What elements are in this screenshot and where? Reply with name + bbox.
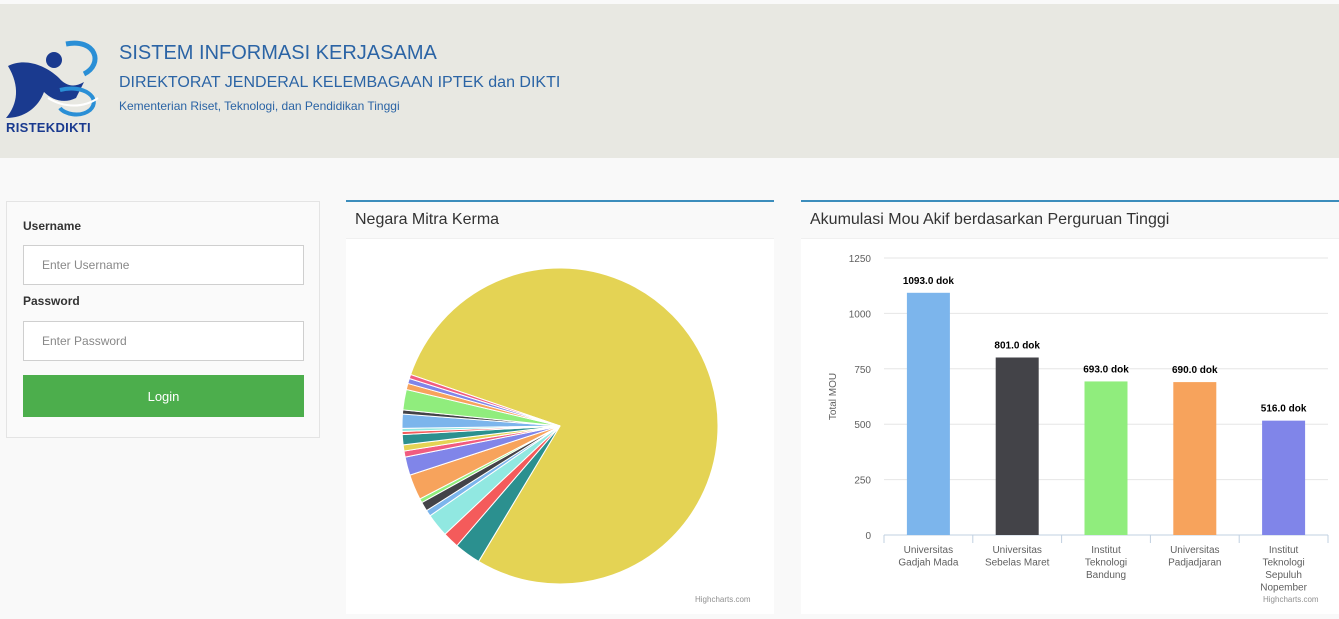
y-axis-title: Total MOU (828, 373, 839, 420)
x-category-label: Universitas (1170, 545, 1219, 556)
x-category-label: Institut (1269, 545, 1299, 556)
y-tick-label: 0 (865, 531, 871, 542)
bar-5[interactable] (1262, 420, 1306, 535)
pie-chart-title: Negara Mitra Kerma (346, 202, 774, 239)
y-tick-label: 250 (854, 476, 871, 487)
username-input[interactable] (23, 245, 304, 285)
password-label: Password (23, 294, 80, 308)
x-category-label: Gadjah Mada (898, 558, 958, 569)
bar-data-label: 1093.0 dok (903, 276, 955, 287)
x-category-label: Universitas (992, 545, 1041, 556)
logo-text: RISTEKDIKTI (6, 120, 91, 135)
x-category-label: Universitas (904, 545, 953, 556)
app-title: SISTEM INFORMASI KERJASAMA (119, 42, 437, 64)
bar-data-label: 690.0 dok (1172, 365, 1218, 376)
x-category-label: Bandung (1086, 570, 1126, 581)
x-category-label: Sebelas Maret (985, 558, 1050, 569)
bar-chart-credit[interactable]: Highcharts.com (1263, 595, 1319, 604)
bar-1[interactable] (906, 292, 950, 535)
y-tick-label: 500 (854, 420, 871, 431)
bar-data-label: 516.0 dok (1261, 404, 1307, 415)
x-category-label: Teknologi (1085, 558, 1127, 569)
y-tick-label: 1250 (849, 254, 872, 265)
bar-chart-panel: Akumulasi Mou Akif berdasarkan Perguruan… (801, 200, 1339, 614)
pie-chart-credit[interactable]: Highcharts.com (695, 595, 751, 604)
login-form: Username Password Login (6, 201, 320, 438)
ristekdikti-logo-icon (6, 40, 99, 118)
y-tick-label: 750 (854, 365, 871, 376)
pie-chart-panel: Negara Mitra Kerma Highcharts.com (346, 200, 774, 614)
bar-3[interactable] (1084, 381, 1128, 535)
x-category-label: Teknologi (1262, 558, 1304, 569)
bar-data-label: 693.0 dok (1083, 364, 1129, 375)
ministry-name: Kementerian Riset, Teknologi, dan Pendid… (119, 99, 400, 113)
bar-chart-title: Akumulasi Mou Akif berdasarkan Perguruan… (801, 202, 1339, 239)
bar-chart: 0 250 500 750 1000 1250 Total MOU 1093.0 dok Uni… (828, 254, 1329, 594)
x-category-label: Padjadjaran (1168, 558, 1221, 569)
pie-slice-1[interactable] (409, 267, 719, 585)
username-label: Username (23, 219, 82, 233)
x-category-label: Institut (1091, 545, 1121, 556)
pie-chart (401, 267, 719, 585)
app-subtitle: DIREKTORAT JENDERAL KELEMBAGAAN IPTEK da… (119, 74, 561, 91)
page-header: RISTEKDIKTI SISTEM INFORMASI KERJASAMA D… (0, 4, 1339, 158)
pie-slice-20[interactable] (408, 373, 561, 427)
bar-2[interactable] (995, 357, 1039, 535)
login-button[interactable]: Login (23, 375, 304, 417)
bar-data-label: 801.0 dok (994, 340, 1040, 351)
y-tick-label: 1000 (849, 309, 872, 320)
x-category-label: Sepuluh (1265, 570, 1302, 581)
password-input[interactable] (23, 321, 304, 361)
x-category-label: Nopember (1260, 583, 1307, 594)
bar-4[interactable] (1173, 382, 1217, 535)
